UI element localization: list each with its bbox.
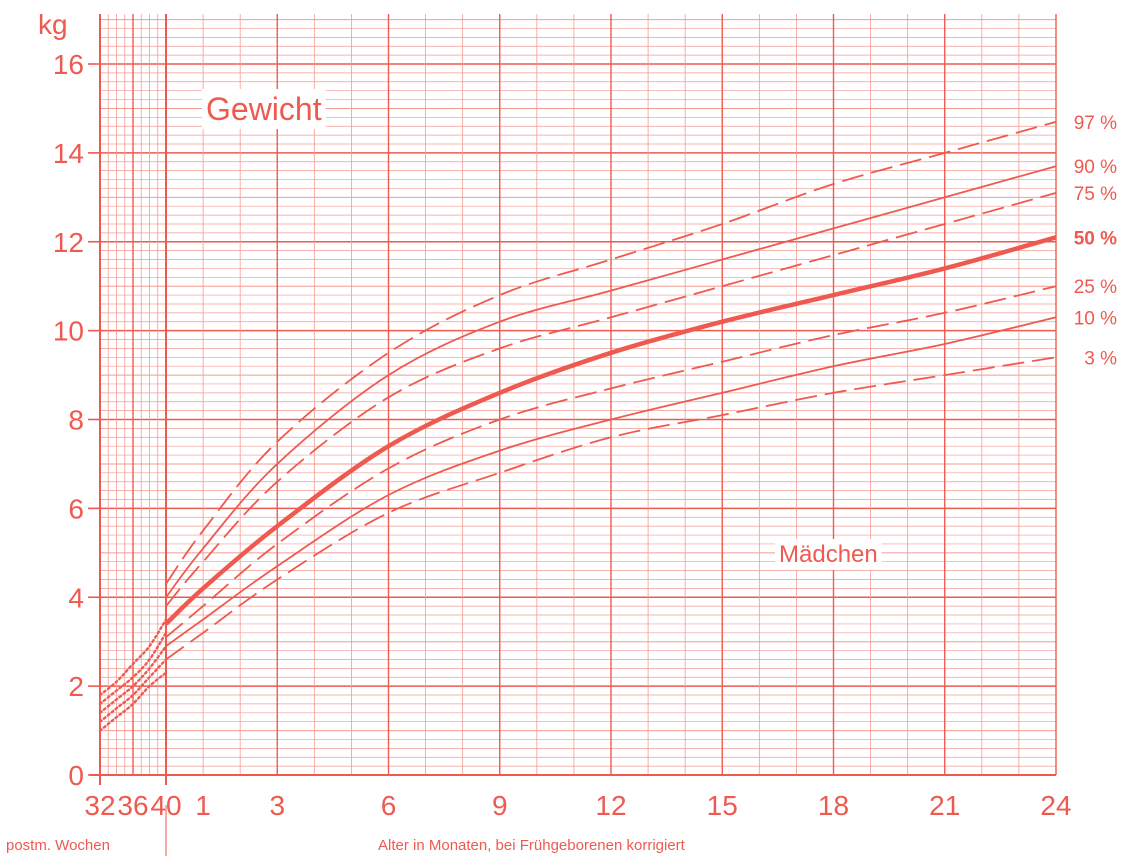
x-month-tick-label: 18 bbox=[818, 790, 849, 821]
x-month-tick-label: 3 bbox=[269, 790, 285, 821]
percentile-curve bbox=[165, 192, 1057, 607]
x-month-tick-label: 15 bbox=[707, 790, 738, 821]
x-month-tick-label: 9 bbox=[492, 790, 508, 821]
percentile-curve bbox=[165, 316, 1057, 647]
x-week-tick-label: 40 bbox=[150, 790, 181, 821]
y-tick-label: 2 bbox=[68, 671, 84, 702]
y-tick-label: 4 bbox=[68, 582, 84, 613]
x-month-tick-label: 6 bbox=[381, 790, 397, 821]
percentile-curve bbox=[165, 165, 1057, 598]
x-month-tick-label: 24 bbox=[1040, 790, 1071, 821]
x-week-tick-label: 36 bbox=[117, 790, 148, 821]
percentile-label: 10 % bbox=[1074, 308, 1117, 329]
x-week-tick-label: 32 bbox=[84, 790, 115, 821]
x-month-tick-label: 21 bbox=[929, 790, 960, 821]
x-month-tick-label: 12 bbox=[595, 790, 626, 821]
y-tick-label: 0 bbox=[68, 760, 84, 791]
y-tick-label: 6 bbox=[68, 493, 84, 524]
y-unit-background bbox=[35, 9, 71, 40]
x-label-months: Alter in Monaten, bei Frühgeborenen korr… bbox=[378, 837, 686, 854]
preterm-curve bbox=[98, 658, 168, 723]
percentile-label: 75 % bbox=[1074, 184, 1117, 205]
axis-labels: kg Gewicht Mädchen postm. Wochen Alter i… bbox=[6, 9, 1117, 854]
y-tick-label: 10 bbox=[53, 316, 84, 347]
percentile-curve bbox=[165, 120, 1057, 585]
percentile-label: 50 % bbox=[1074, 228, 1117, 249]
percentile-curve bbox=[165, 356, 1057, 661]
y-unit-label: kg bbox=[38, 9, 68, 40]
preterm-curve bbox=[98, 618, 168, 697]
x-month-tick-label: 1 bbox=[195, 790, 211, 821]
sex-annotation-background bbox=[775, 539, 882, 570]
percentile-label: 25 % bbox=[1074, 277, 1117, 298]
y-tick-label: 14 bbox=[53, 138, 84, 169]
preterm-curve bbox=[98, 631, 168, 706]
percentile-curves bbox=[98, 120, 1057, 732]
percentile-curve bbox=[165, 285, 1057, 638]
grid bbox=[88, 14, 1057, 856]
y-tick-label: 8 bbox=[68, 405, 84, 436]
x-label-weeks: postm. Wochen bbox=[6, 837, 110, 854]
percentile-label: 90 % bbox=[1074, 157, 1117, 178]
percentile-curve bbox=[164, 235, 1057, 626]
chart-title: Gewicht bbox=[206, 91, 322, 127]
y-tick-label: 16 bbox=[53, 49, 84, 80]
y-tick-label: 12 bbox=[53, 227, 84, 258]
chart-title-background bbox=[202, 89, 326, 129]
percentile-label: 97 % bbox=[1074, 113, 1117, 134]
preterm-curve bbox=[98, 644, 168, 714]
preterm-curve bbox=[98, 671, 168, 732]
percentile-label: 3 % bbox=[1084, 348, 1117, 369]
sex-annotation: Mädchen bbox=[779, 541, 878, 568]
